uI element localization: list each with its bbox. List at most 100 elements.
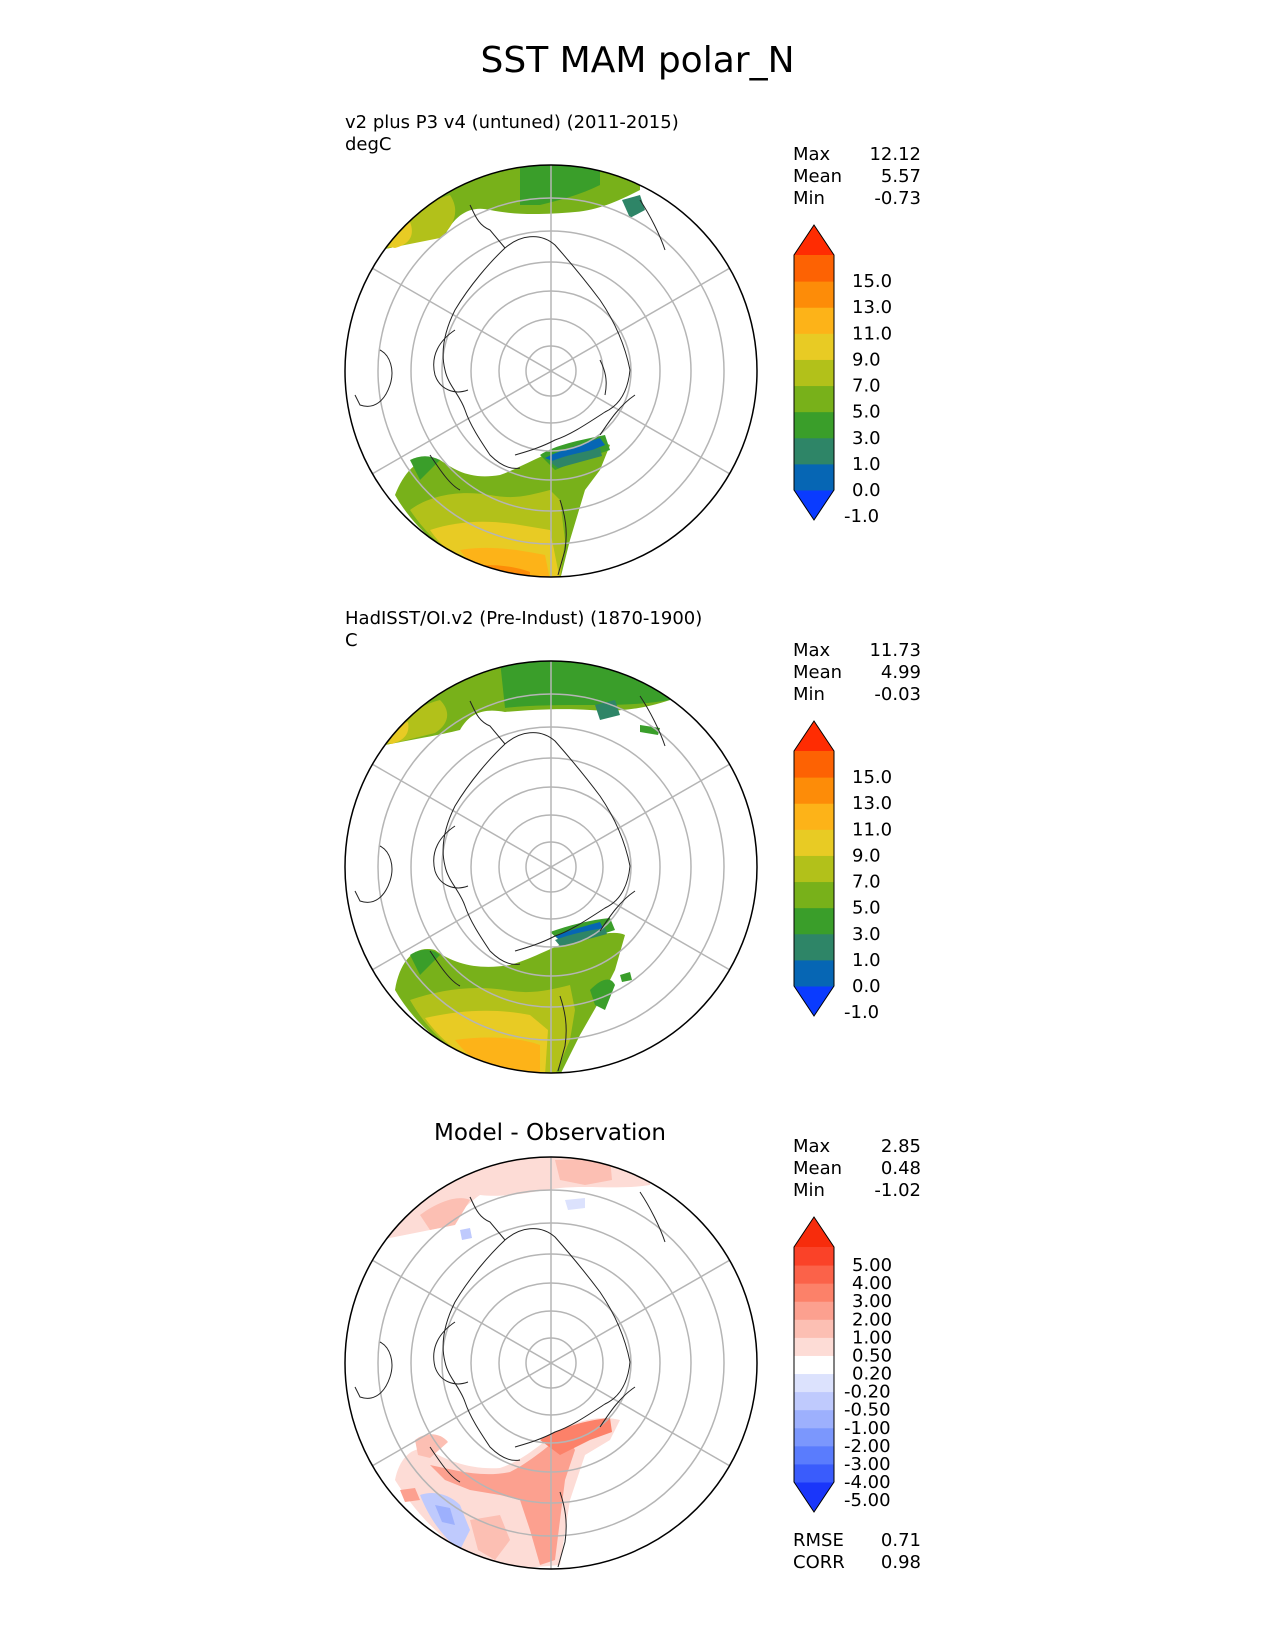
colorbar-tick-label: -3.00 [844,1454,891,1475]
colorbar-segment [794,307,834,334]
colorbar-segment [794,777,834,804]
graticule-2 [371,661,731,1073]
colorbar-tick-label: -4.00 [844,1472,891,1493]
stat-value: -0.03 [874,684,921,705]
colorbar-tick-label: 11.0 [852,819,892,840]
colorbar-segment [794,959,834,987]
colorbar-segment [794,255,834,282]
stat-value: -1.02 [874,1180,921,1201]
colorbar-segment [794,855,834,883]
colorbar-tick-label: 13.0 [852,297,892,318]
panel3-metrics: RMSE 0.71 CORR 0.98 [793,1530,921,1574]
map-boundary-1 [344,164,758,578]
colorbar-tick-label: 4.00 [852,1273,892,1294]
stat-label: Max [793,144,831,165]
colorbar-tick-label: 0.20 [852,1364,892,1385]
stat-value: 4.99 [880,662,921,683]
stat-label: Mean [793,1158,843,1179]
colorbar-extend-high [794,721,834,751]
colorbar-tick-label: 13.0 [852,793,892,814]
stat-label: Max [793,1136,831,1157]
colorbar-segment [794,281,834,308]
colorbar-tick-label: 15.0 [852,271,892,292]
metric-label: CORR [793,1552,845,1573]
metric-label: RMSE [793,1530,844,1551]
panel2-stats: Max 11.73 Mean 4.99 Min -0.03 [793,640,921,706]
colorbar-tick-label: 9.0 [852,845,881,866]
colorbar-tick-label: 11.0 [852,323,892,344]
coastlines-3 [354,1191,666,1568]
map-panel-1 [344,164,758,578]
colorbar-tick-label: -1.0 [844,1002,879,1023]
colorbar-segment [794,1337,834,1356]
panel3-stats: Max 2.85 Mean 0.48 Min -1.02 [793,1136,921,1202]
metric-value: 0.71 [880,1530,921,1551]
colorbar-tick-label: 7.0 [852,872,881,893]
colorbar-segment [794,385,834,413]
graticule-1 [371,165,731,577]
panel1-title: v2 plus P3 v4 (untuned) (2011-2015) degC [345,112,679,156]
coastlines-1 [354,199,666,576]
map-panel-2 [344,660,758,1074]
colorbar-tick-label: 2.00 [852,1309,892,1330]
stat-value: 0.48 [880,1158,921,1179]
colorbar-tick-label: 9.0 [852,349,881,370]
panel1-title-line1: v2 plus P3 v4 (untuned) (2011-2015) [345,112,679,133]
stat-value: 12.12 [869,144,921,165]
colorbar-tick-label: 7.0 [852,376,881,397]
panel2-units: C [345,630,358,651]
colorbar-tick-label: -0.50 [844,1400,891,1421]
colorbar-2: 15.0 13.0 11.0 9.0 7.0 5.0 3.0 1.0 0.0 -1.0 [793,720,892,1023]
panel3-title: Model - Observation [433,1120,667,1146]
stat-value: 2.85 [880,1136,921,1157]
map-panel-3 [344,1156,758,1570]
colorbar-segment [794,437,834,465]
colorbar-segment [794,1463,834,1483]
colorbar-segment [794,881,834,909]
panel2-title-line1: HadISST/OI.v2 (Pre-Indust) (1870-1900) [345,608,703,629]
colorbar-segment [794,463,834,491]
stat-value: 11.73 [869,640,921,661]
stat-label: Min [793,1180,825,1201]
panel1-units: degC [345,134,392,155]
colorbar-segment [794,803,834,830]
colorbar-tick-label: 3.00 [852,1291,892,1312]
colorbar-segment [794,907,834,935]
colorbar-segment [794,333,834,360]
map-boundary-2 [344,660,758,1074]
colorbar-segment [794,829,834,856]
stat-label: Max [793,640,831,661]
colorbar-segment [794,1301,834,1320]
colorbar-tick-label: 1.0 [852,950,881,971]
colorbar-extend-high [794,1217,834,1247]
colorbar-segment [794,933,834,961]
colorbar-tick-label: 5.0 [852,898,881,919]
colorbar-3: 5.004.003.002.001.000.500.20-0.20-0.50-1… [793,1216,892,1513]
colorbar-segment [794,359,834,387]
colorbar-extend-low [794,1482,834,1512]
colorbar-tick-label: 1.0 [852,454,881,475]
colorbar-tick-label: 0.0 [852,976,881,997]
colorbar-tick-label: 0.50 [852,1345,892,1366]
stat-value: 5.57 [880,166,921,187]
colorbar-extend-low [794,490,834,520]
colorbar-segment [794,1247,834,1266]
colorbar-tick-label: -1.00 [844,1418,891,1439]
colorbar-tick-label: 3.0 [852,428,881,449]
colorbar-segment [794,411,834,439]
diff-field [380,1157,650,1569]
panel2-title: HadISST/OI.v2 (Pre-Indust) (1870-1900) C [345,608,702,652]
colorbar-tick-label: 3.0 [852,924,881,945]
colorbar-segment [794,751,834,778]
colorbar-tick-label: -0.20 [844,1382,891,1403]
colorbar-segment [794,1373,834,1393]
colorbar-segment [794,1355,834,1375]
colorbar-tick-label: 5.00 [852,1255,892,1276]
colorbar-tick-label: 1.00 [852,1327,892,1348]
stat-value: -0.73 [874,188,921,209]
colorbar-segment [794,1319,834,1338]
colorbar-tick-label: 0.0 [852,480,881,501]
colorbar-tick-label: -5.00 [844,1490,891,1511]
colorbar-segment [794,1445,834,1465]
figure-title: SST MAM polar_N [480,40,795,81]
